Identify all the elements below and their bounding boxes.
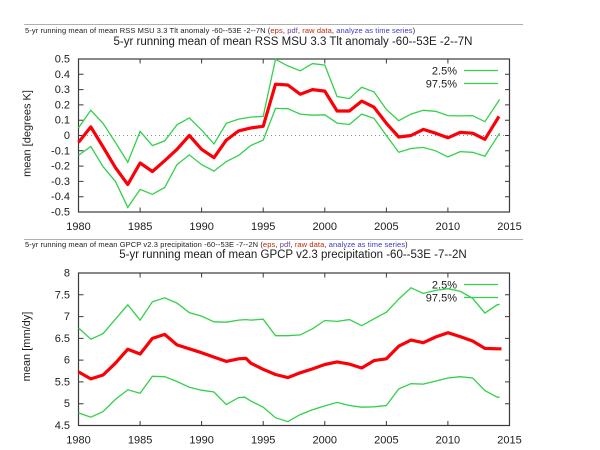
svg-text:1990: 1990 <box>189 435 213 447</box>
svg-text:97.5%: 97.5% <box>426 293 457 305</box>
svg-text:0.2: 0.2 <box>55 99 70 111</box>
svg-text:2015: 2015 <box>497 435 521 447</box>
svg-text:2005: 2005 <box>374 435 398 447</box>
svg-text:1980: 1980 <box>66 221 90 233</box>
svg-text:2005: 2005 <box>374 221 398 233</box>
svg-text:-0.4: -0.4 <box>51 191 70 203</box>
svg-text:7.5: 7.5 <box>55 289 70 301</box>
svg-text:2.5%: 2.5% <box>432 66 457 78</box>
svg-text:-0.1: -0.1 <box>51 145 70 157</box>
svg-text:0.1: 0.1 <box>55 115 70 127</box>
svg-text:1995: 1995 <box>251 221 275 233</box>
svg-text:2010: 2010 <box>436 435 460 447</box>
svg-text:2015: 2015 <box>497 221 521 233</box>
svg-text:4.5: 4.5 <box>55 420 70 432</box>
svg-text:2010: 2010 <box>436 221 460 233</box>
svg-text:2.5%: 2.5% <box>432 280 457 292</box>
svg-text:6: 6 <box>64 355 70 367</box>
svg-text:7: 7 <box>64 311 70 323</box>
svg-text:2000: 2000 <box>313 435 337 447</box>
svg-text:0.5: 0.5 <box>55 54 70 66</box>
svg-text:mean [mm/dy]: mean [mm/dy] <box>21 312 33 382</box>
svg-text:1990: 1990 <box>189 221 213 233</box>
svg-text:5.5: 5.5 <box>55 376 70 388</box>
svg-text:mean [degrees K]: mean [degrees K] <box>22 90 34 177</box>
svg-text:1985: 1985 <box>128 435 152 447</box>
svg-text:0.3: 0.3 <box>55 84 70 96</box>
svg-text:1995: 1995 <box>251 435 275 447</box>
svg-text:0: 0 <box>64 130 70 142</box>
svg-text:-0.5: -0.5 <box>51 207 70 219</box>
svg-text:97.5%: 97.5% <box>426 79 457 91</box>
svg-text:1980: 1980 <box>66 435 90 447</box>
svg-text:5: 5 <box>64 398 70 410</box>
svg-text:0.4: 0.4 <box>55 69 70 81</box>
svg-text:-0.3: -0.3 <box>51 176 70 188</box>
svg-text:6.5: 6.5 <box>55 333 70 345</box>
svg-text:2000: 2000 <box>313 221 337 233</box>
svg-text:8: 8 <box>64 268 70 280</box>
svg-text:-0.2: -0.2 <box>51 161 70 173</box>
svg-text:1985: 1985 <box>128 221 152 233</box>
